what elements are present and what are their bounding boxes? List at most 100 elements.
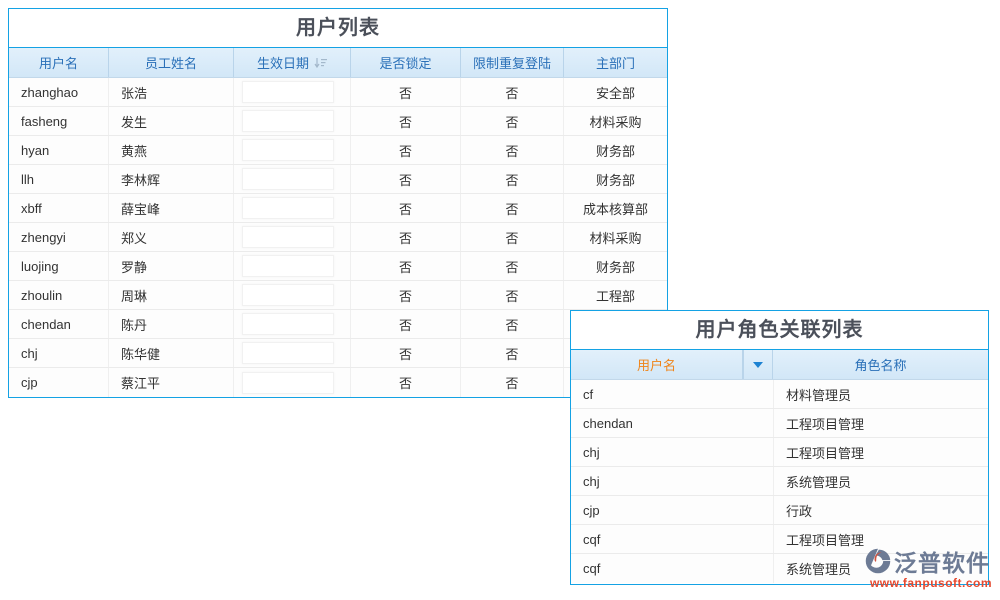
restrict-login-cell: 否 [461, 223, 564, 251]
effective-date-cell [234, 310, 351, 338]
effective-date-input[interactable] [242, 371, 334, 394]
role-username-cell: cf [571, 380, 774, 408]
role-username-cell: chendan [571, 409, 774, 437]
main-dept-cell: 财务部 [595, 172, 635, 188]
effective-date-input[interactable] [242, 284, 334, 306]
main-dept-cell: 工程部 [595, 288, 635, 304]
column-header-restrict-login[interactable]: 限制重复登陆 [461, 48, 564, 77]
locked-cell: 否 [351, 339, 461, 367]
role-name-cell: 工程项目管理 [786, 416, 865, 432]
employee-name-cell: 周琳 [109, 281, 234, 309]
user-table-row[interactable]: chendan 陈丹 否 否 [9, 310, 667, 339]
restrict-login-cell: 否 [461, 252, 564, 280]
role-username-cell: cjp [571, 496, 774, 524]
role-table-row[interactable]: chj 系统管理员 [571, 467, 988, 496]
employee-name-cell: 郑义 [109, 223, 234, 251]
username-cell: cjp [9, 368, 109, 397]
main-dept-cell: 财务部 [595, 143, 635, 159]
username-cell: zhoulin [9, 281, 109, 309]
locked-cell: 否 [351, 281, 461, 309]
user-table-row[interactable]: xbff 薛宝峰 否 否 成本核算部 [9, 194, 667, 223]
user-role-body: cf 材料管理员 chendan 工程项目管理 chj 工程项目管理 chj 系… [571, 380, 988, 583]
username-cell: zhengyi [9, 223, 109, 251]
column-header-role-username[interactable]: 用户名 [571, 350, 743, 379]
user-list-header-row: 用户名 员工姓名 生效日期 是否锁定 限制重复登陆 主部门 [9, 48, 667, 78]
watermark-brand-text: 泛普软件 [894, 550, 990, 576]
main-dept-cell: 财务部 [595, 259, 635, 275]
user-table-row[interactable]: zhengyi 郑义 否 否 材料采购 [9, 223, 667, 252]
role-name-cell: 材料管理员 [786, 387, 852, 403]
effective-date-cell [234, 223, 351, 251]
main-dept-cell: 成本核算部 [582, 201, 648, 217]
employee-name-cell: 发生 [109, 107, 234, 135]
sort-ascending-icon[interactable] [314, 57, 327, 69]
column-header-locked[interactable]: 是否锁定 [351, 48, 461, 77]
restrict-login-cell: 否 [461, 339, 564, 367]
username-cell: llh [9, 165, 109, 193]
restrict-login-cell: 否 [461, 165, 564, 193]
effective-date-cell [234, 136, 351, 164]
locked-cell: 否 [351, 78, 461, 106]
user-table-row[interactable]: zhoulin 周琳 否 否 工程部 [9, 281, 667, 310]
username-cell: hyan [9, 136, 109, 164]
role-table-row[interactable]: chj 工程项目管理 [571, 438, 988, 467]
effective-date-cell [234, 78, 351, 106]
main-dept-cell: 材料采购 [589, 114, 642, 130]
effective-date-input[interactable] [242, 313, 334, 335]
username-cell: luojing [9, 252, 109, 280]
user-table-row[interactable]: llh 李林辉 否 否 财务部 [9, 165, 667, 194]
column-header-employee-name[interactable]: 员工姓名 [109, 48, 234, 77]
locked-cell: 否 [351, 107, 461, 135]
main-dept-cell: 安全部 [595, 85, 635, 101]
watermark-url-text: www.fanpusoft.com [869, 576, 993, 590]
username-cell: fasheng [9, 107, 109, 135]
vendor-watermark: 泛普软件 www.fanpusoft.com [864, 544, 998, 590]
role-name-cell: 工程项目管理 [786, 532, 865, 548]
effective-date-input[interactable] [242, 342, 334, 364]
effective-date-input[interactable] [242, 255, 334, 277]
role-table-row[interactable]: cqf 工程项目管理 [571, 525, 988, 554]
locked-cell: 否 [351, 223, 461, 251]
role-name-cell: 工程项目管理 [786, 445, 865, 461]
role-table-row[interactable]: cf 材料管理员 [571, 380, 988, 409]
locked-cell: 否 [351, 310, 461, 338]
user-table-row[interactable]: hyan 黄燕 否 否 财务部 [9, 136, 667, 165]
user-table-row[interactable]: fasheng 发生 否 否 材料采购 [9, 107, 667, 136]
user-table-row[interactable]: chj 陈华健 否 否 [9, 339, 667, 368]
filter-dropdown-button[interactable] [743, 350, 773, 379]
username-cell: zhanghao [9, 78, 109, 106]
user-table-row[interactable]: zhanghao 张浩 否 否 安全部 [9, 78, 667, 107]
effective-date-cell [234, 252, 351, 280]
role-table-row[interactable]: chendan 工程项目管理 [571, 409, 988, 438]
fanpu-logo-icon [864, 547, 892, 575]
column-header-effective-date[interactable]: 生效日期 [234, 48, 351, 77]
restrict-login-cell: 否 [461, 368, 564, 397]
role-table-row[interactable]: cjp 行政 [571, 496, 988, 525]
user-list-body: zhanghao 张浩 否 否 安全部 fasheng 发生 否 否 材料采购 … [9, 78, 667, 397]
employee-name-cell: 陈华健 [109, 339, 234, 367]
username-cell: xbff [9, 194, 109, 222]
user-table-row[interactable]: luojing 罗静 否 否 财务部 [9, 252, 667, 281]
employee-name-cell: 黄燕 [109, 136, 234, 164]
effective-date-input[interactable] [242, 139, 334, 161]
column-header-role-name[interactable]: 角色名称 [854, 358, 907, 373]
user-role-panel: 用户角色关联列表 用户名 角色名称 cf 材料管理员 chendan 工程项目管… [570, 310, 989, 585]
role-username-cell: cqf [571, 525, 774, 553]
effective-date-input[interactable] [242, 81, 334, 103]
username-cell: chj [9, 339, 109, 367]
user-table-row[interactable]: cjp 蔡江平 否 否 [9, 368, 667, 397]
role-table-row[interactable]: cqf 系统管理员 [571, 554, 988, 583]
effective-date-input[interactable] [242, 168, 334, 190]
role-username-cell: cqf [571, 554, 774, 583]
employee-name-cell: 罗静 [109, 252, 234, 280]
effective-date-cell [234, 368, 351, 397]
column-header-username[interactable]: 用户名 [9, 48, 109, 77]
effective-date-input[interactable] [242, 197, 334, 219]
effective-date-input[interactable] [242, 226, 334, 248]
role-name-cell: 行政 [786, 503, 813, 519]
effective-date-input[interactable] [242, 110, 334, 132]
column-header-main-dept[interactable]: 主部门 [595, 56, 635, 71]
user-list-title: 用户列表 [9, 9, 667, 48]
restrict-login-cell: 否 [461, 107, 564, 135]
role-name-cell: 系统管理员 [786, 562, 852, 577]
